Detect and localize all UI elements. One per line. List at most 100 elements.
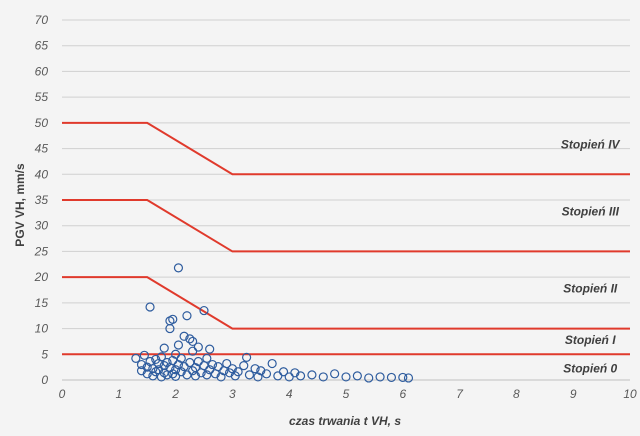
x-tick-label: 1 [115,387,122,401]
y-tick-label: 30 [35,219,49,233]
data-point [136,359,147,370]
data-point [205,344,215,354]
data-point [188,366,198,376]
y-tick-label: 0 [41,373,48,387]
data-point [330,369,340,379]
x-tick-label: 0 [59,387,66,401]
data-point [253,372,263,382]
data-point [244,370,255,380]
data-point [398,372,408,383]
data-point [250,364,260,374]
data-point [352,371,362,381]
data-point [171,371,181,381]
x-tick-label: 5 [343,387,350,401]
data-point [179,331,189,341]
data-point [162,357,172,368]
data-point [142,362,152,372]
zone-label: Stopień II [563,282,618,296]
y-tick-label: 25 [34,244,49,258]
data-points [131,263,414,383]
data-point [145,302,155,312]
x-tick-label: 8 [513,387,520,401]
zone-label: Stopień III [562,204,620,218]
data-point [182,311,192,321]
x-tick-label: 9 [570,387,577,401]
data-point [188,336,198,347]
data-point [290,368,300,378]
threshold-line [62,276,630,330]
y-tick-label: 65 [35,39,49,53]
x-axis-title: czas trwania t VH, s [289,414,401,428]
data-point [295,371,306,381]
x-tick-label: 10 [623,387,637,401]
data-point [131,353,141,363]
data-point [256,366,266,376]
threshold-lines [62,121,630,356]
y-tick-labels: 0 5 10 15 20 25 30 35 40 45 50 55 60 65 70 [34,13,49,387]
data-point [386,372,397,383]
data-point [171,365,181,375]
data-point [185,334,195,344]
data-point [242,352,252,362]
data-point [307,370,317,380]
data-point [239,361,249,371]
data-point [202,353,212,363]
data-point [222,358,232,369]
data-point [165,323,175,334]
data-point [278,367,289,377]
data-point [267,358,277,369]
data-point [139,350,149,360]
threshold-line [62,199,630,253]
y-tick-label: 40 [35,167,49,181]
zone-label: Stopień 0 [563,361,617,375]
x-tick-label: 4 [286,387,293,401]
data-point [318,372,328,382]
data-point [176,367,186,377]
zone-label: Stopień IV [561,138,621,152]
data-point [364,373,374,383]
data-point [375,372,385,382]
data-point [156,352,166,362]
data-point [151,367,161,377]
data-point [173,263,184,273]
data-point [168,314,178,324]
y-tick-label: 55 [35,90,49,104]
data-point [207,359,218,370]
data-point [159,361,169,371]
data-point [173,340,184,350]
data-point [142,369,152,379]
y-tick-label: 50 [35,116,49,130]
zone-labels: Stopień IV Stopień III Stopień II Stopień I… [561,138,621,376]
data-point [341,372,351,382]
data-point [193,342,203,352]
y-tick-label: 20 [34,270,49,284]
data-point [216,372,226,382]
y-axis-title: PGV VH, mm/s [13,163,27,247]
data-point [273,371,283,381]
y-tick-label: 70 [35,13,49,27]
y-tick-label: 15 [35,296,49,310]
data-point [185,357,195,368]
data-point [159,343,169,353]
x-tick-label: 3 [229,387,236,401]
data-point [202,370,212,380]
data-point [261,369,272,379]
y-tick-label: 5 [41,347,48,361]
x-tick-label: 6 [399,387,406,401]
x-tick-label: 7 [456,387,464,401]
y-tick-label: 35 [35,193,49,207]
data-point [190,371,201,381]
data-point [148,364,158,374]
data-point [199,305,209,316]
threshold-line [62,121,630,176]
x-tick-label: 2 [171,387,179,401]
data-point [233,367,243,377]
zone-label: Stopień I [565,333,616,347]
data-point [159,368,169,378]
data-point [403,373,414,383]
y-tick-label: 45 [35,142,49,156]
x-tick-labels: 0 1 2 3 4 5 6 7 8 9 10 [59,387,637,401]
data-point [176,353,186,363]
y-tick-label: 60 [35,64,49,78]
